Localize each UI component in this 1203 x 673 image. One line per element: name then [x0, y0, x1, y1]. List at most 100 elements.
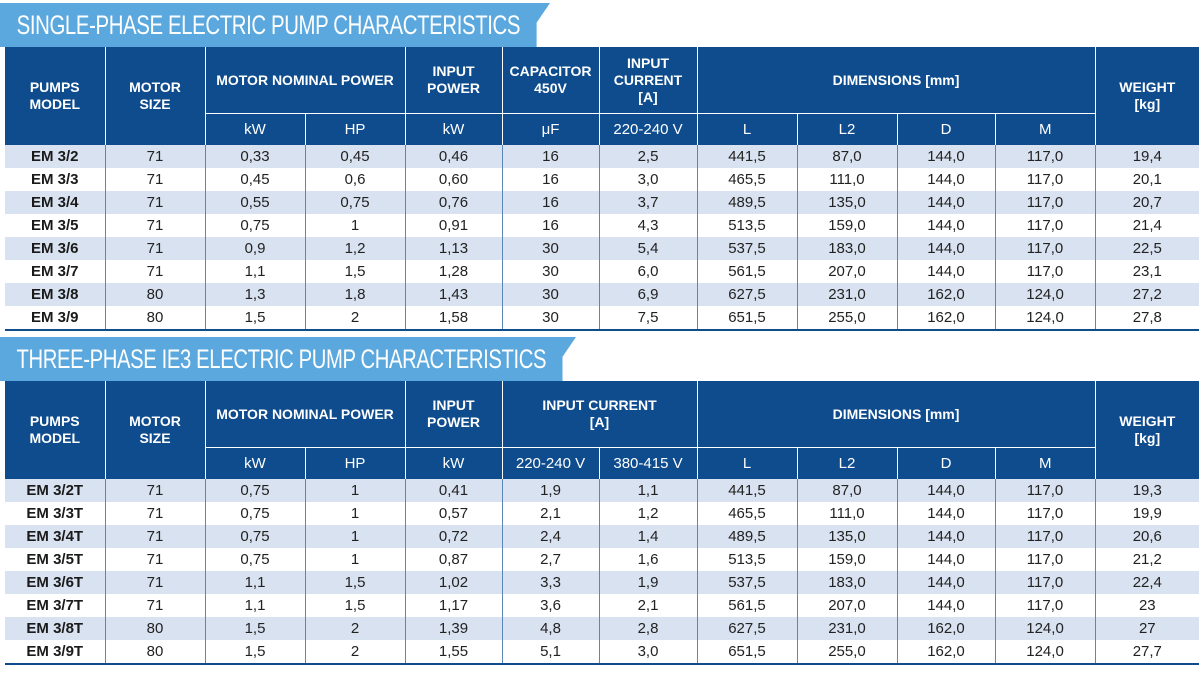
table-cell: 71	[105, 168, 206, 191]
table-cell: 71	[105, 214, 206, 237]
table-cell: 144,0	[897, 168, 996, 191]
header-capacitor: CAPACITOR 450V	[502, 47, 600, 114]
table-cell: 159,0	[797, 214, 898, 237]
pump-model-cell: EM 3/5	[5, 214, 106, 237]
table-cell: 0,87	[405, 548, 503, 571]
unit-d: D	[897, 447, 996, 479]
table-cell: 21,4	[1095, 214, 1200, 237]
table-row: EM 3/5T 71 0,75 1 0,87 2,7 1,6 513,5 159,0 144,0 1…	[5, 548, 1200, 571]
table-cell: 0,45	[205, 168, 306, 191]
table-cell: 0,41	[405, 479, 503, 502]
unit-l: L	[697, 113, 798, 145]
unit-hp: HP	[305, 447, 406, 479]
table-cell: 2,5	[599, 145, 698, 168]
unit-voltage-low: 220-240 V	[502, 447, 600, 479]
table-cell: 30	[502, 260, 600, 283]
table-cell: 124,0	[995, 306, 1096, 331]
table-cell: 117,0	[995, 479, 1096, 502]
table-cell: 0,75	[205, 479, 306, 502]
unit-l2: L2	[797, 113, 898, 145]
table-cell: 1,2	[305, 237, 406, 260]
pump-model-cell: EM 3/2	[5, 145, 106, 168]
table-cell: 1,1	[599, 479, 698, 502]
table-cell: 1,13	[405, 237, 503, 260]
table-row: EM 3/5 71 0,75 1 0,91 16 4,3 513,5 159,0 144,0 117…	[5, 214, 1200, 237]
table-cell: 1,5	[305, 594, 406, 617]
table-cell: 489,5	[697, 525, 798, 548]
table-cell: 561,5	[697, 260, 798, 283]
table-cell: 207,0	[797, 594, 898, 617]
table-cell: 71	[105, 260, 206, 283]
table-cell: 1	[305, 479, 406, 502]
table-cell: 537,5	[697, 571, 798, 594]
pump-model-cell: EM 3/6T	[5, 571, 106, 594]
table-cell: 207,0	[797, 260, 898, 283]
table-cell: 0,75	[305, 191, 406, 214]
table-cell: 16	[502, 214, 600, 237]
table-cell: 3,0	[599, 640, 698, 665]
table-row: EM 3/8 80 1,3 1,8 1,43 30 6,9 627,5 231,0 162,0 12…	[5, 283, 1200, 306]
header-pumps-model: PUMPS MODEL	[5, 381, 106, 479]
header-weight: WEIGHT [kg]	[1095, 47, 1200, 145]
table-cell: 71	[105, 548, 206, 571]
pump-model-cell: EM 3/9	[5, 306, 106, 331]
table-row: EM 3/4T 71 0,75 1 0,72 2,4 1,4 489,5 135,0 144,0 1…	[5, 525, 1200, 548]
table-cell: 144,0	[897, 237, 996, 260]
table-cell: 2	[305, 640, 406, 665]
table-cell: 27	[1095, 617, 1200, 640]
single-phase-rows: EM 3/2 71 0,33 0,45 0,46 16 2,5 441,5 87,0 144,0 1…	[5, 145, 1200, 331]
pump-model-cell: EM 3/8T	[5, 617, 106, 640]
table-cell: 117,0	[995, 237, 1096, 260]
table-cell: 22,4	[1095, 571, 1200, 594]
table-cell: 117,0	[995, 548, 1096, 571]
table-cell: 117,0	[995, 145, 1096, 168]
table-cell: 80	[105, 617, 206, 640]
table-cell: 231,0	[797, 283, 898, 306]
table-cell: 20,6	[1095, 525, 1200, 548]
table-row: EM 3/7T 71 1,1 1,5 1,17 3,6 2,1 561,5 207,0 144,0…	[5, 594, 1200, 617]
header-input-current: INPUT CURRENT [A]	[599, 47, 698, 114]
table-cell: 19,3	[1095, 479, 1200, 502]
table-cell: 627,5	[697, 283, 798, 306]
table-cell: 0,75	[205, 502, 306, 525]
table-cell: 465,5	[697, 168, 798, 191]
table-cell: 183,0	[797, 571, 898, 594]
table-cell: 30	[502, 283, 600, 306]
table-cell: 19,4	[1095, 145, 1200, 168]
table-cell: 71	[105, 237, 206, 260]
table-cell: 1,9	[599, 571, 698, 594]
three-phase-rows: EM 3/2T 71 0,75 1 0,41 1,9 1,1 441,5 87,0 144,0 11…	[5, 479, 1200, 665]
table-cell: 3,6	[502, 594, 600, 617]
table-cell: 0,91	[405, 214, 503, 237]
table-cell: 627,5	[697, 617, 798, 640]
pump-model-cell: EM 3/4	[5, 191, 106, 214]
banner-corner	[520, 3, 550, 47]
table-cell: 16	[502, 191, 600, 214]
three-phase-table: PUMPS MODEL MOTOR SIZE MOTOR NOMINAL POW…	[5, 381, 1200, 665]
single-phase-section: SINGLE-PHASE ELECTRIC PUMP CHARACTERISTI…	[0, 3, 1203, 331]
pump-model-cell: EM 3/9T	[5, 640, 106, 665]
table-row: EM 3/3 71 0,45 0,6 0,60 16 3,0 465,5 111,0 144,0 1…	[5, 168, 1200, 191]
table-cell: 117,0	[995, 260, 1096, 283]
table-cell: 144,0	[897, 594, 996, 617]
table-cell: 1,39	[405, 617, 503, 640]
table-row: EM 3/8T 80 1,5 2 1,39 4,8 2,8 627,5 231,0 162,0 12…	[5, 617, 1200, 640]
table-cell: 4,8	[502, 617, 600, 640]
table-row: EM 3/9 80 1,5 2 1,58 30 7,5 651,5 255,0 162,0 124,…	[5, 306, 1200, 331]
pump-model-cell: EM 3/3	[5, 168, 106, 191]
table-cell: 162,0	[897, 640, 996, 665]
table-cell: 651,5	[697, 640, 798, 665]
table-cell: 144,0	[897, 191, 996, 214]
table-cell: 124,0	[995, 283, 1096, 306]
table-cell: 0,72	[405, 525, 503, 548]
table-cell: 19,9	[1095, 502, 1200, 525]
table-cell: 124,0	[995, 617, 1096, 640]
table-cell: 71	[105, 502, 206, 525]
table-cell: 2,1	[599, 594, 698, 617]
table-cell: 1	[305, 525, 406, 548]
table-cell: 255,0	[797, 306, 898, 331]
table-cell: 21,2	[1095, 548, 1200, 571]
pump-model-cell: EM 3/8	[5, 283, 106, 306]
table-cell: 71	[105, 191, 206, 214]
table-cell: 183,0	[797, 237, 898, 260]
